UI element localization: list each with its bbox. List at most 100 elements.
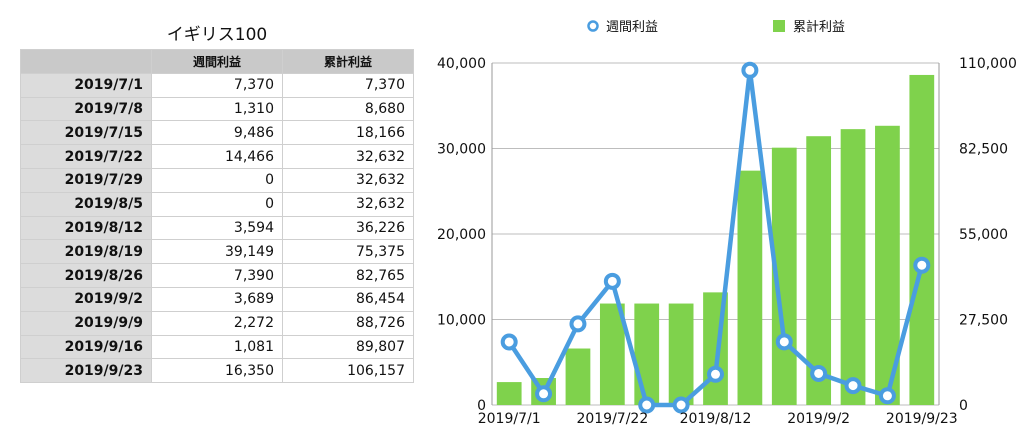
bar	[565, 348, 591, 405]
table-row: 2019/9/16 1,081 89,807	[20, 334, 414, 360]
chart-legend: 週間利益 累計利益	[587, 19, 845, 35]
y-right-tick-label: 27,500	[959, 313, 1008, 329]
row-cumulative-profit: 32,632	[282, 144, 414, 169]
row-weekly-profit: 9,486	[151, 120, 283, 146]
table-row: 2019/7/29 0 32,632	[20, 167, 414, 193]
weekly-profit-header: 週間利益	[151, 49, 283, 74]
bar	[668, 303, 694, 405]
line-point	[878, 387, 896, 405]
legend-line-marker	[587, 20, 599, 32]
table-row: 2019/9/2 3,689 86,454	[20, 286, 414, 312]
profit-table: 週間利益 累計利益 2019/7/1 7,370 7,370 2019/7/8 1,31…	[20, 49, 414, 384]
y-left-tick-label: 0	[477, 398, 486, 414]
row-cumulative-profit: 8,680	[282, 96, 414, 122]
table-row: 2019/9/9 2,272 88,726	[20, 310, 414, 336]
y-right-tick-label: 110,000	[959, 56, 1017, 72]
bar	[909, 74, 935, 405]
row-weekly-profit: 0	[151, 167, 283, 193]
table-row: 2019/7/1 7,370 7,370	[20, 72, 414, 98]
row-cumulative-profit: 32,632	[282, 191, 414, 217]
table-row: 2019/9/23 16,350 106,157	[20, 358, 414, 384]
chart-axes: 0 10,000 20,000 30,000 40,000 0 27,500 55,000 82…	[437, 56, 1017, 427]
table-row: 2019/8/5 0 32,632	[20, 191, 414, 217]
line-point	[535, 385, 553, 403]
row-date: 2019/7/1	[20, 72, 152, 98]
row-cumulative-profit: 106,157	[282, 358, 414, 384]
line-point	[810, 364, 828, 382]
row-weekly-profit: 3,594	[151, 215, 283, 241]
y-left-tick-label: 30,000	[437, 142, 486, 158]
bar	[840, 129, 866, 405]
table-row: 2019/8/26 7,390 82,765	[20, 263, 414, 288]
row-date: 2019/8/12	[20, 215, 152, 241]
row-date: 2019/8/5	[20, 191, 152, 217]
y-right-tick-label: 0	[959, 398, 968, 414]
row-date: 2019/8/26	[20, 263, 152, 288]
y-right-tick-label: 55,000	[959, 227, 1008, 243]
row-date: 2019/9/2	[20, 286, 152, 312]
table-row: 2019/8/12 3,594 36,226	[20, 215, 414, 241]
row-weekly-profit: 3,689	[151, 286, 283, 312]
row-cumulative-profit: 7,370	[282, 72, 414, 98]
table-row: 2019/7/22 14,466 32,632	[20, 144, 414, 169]
x-tick-label: 2019/9/23	[886, 411, 958, 427]
x-tick-label: 2019/8/12	[680, 411, 752, 427]
row-date: 2019/7/22	[20, 144, 152, 169]
bar	[806, 136, 832, 405]
row-date: 2019/9/23	[20, 358, 152, 384]
line-point	[775, 333, 793, 351]
legend-label-cumulative: 累計利益	[793, 19, 845, 35]
y-left-tick-label: 10,000	[437, 313, 486, 329]
row-weekly-profit: 1,310	[151, 96, 283, 122]
line-point	[913, 256, 931, 274]
row-weekly-profit: 0	[151, 191, 283, 217]
row-date: 2019/7/8	[20, 96, 152, 122]
table-corner-header	[20, 49, 152, 74]
row-weekly-profit: 16,350	[151, 358, 283, 384]
row-cumulative-profit: 86,454	[282, 286, 414, 312]
line-series	[500, 61, 931, 414]
y-left-tick-label: 40,000	[437, 56, 486, 72]
line-point	[500, 333, 518, 351]
bar-series	[496, 74, 935, 406]
y-left-tick-label: 20,000	[437, 227, 486, 243]
line-point	[844, 377, 862, 395]
table-row: 2019/8/19 39,149 75,375	[20, 239, 414, 265]
line-point	[603, 272, 621, 290]
table-row: 2019/7/15 9,486 18,166	[20, 120, 414, 146]
bar	[599, 303, 625, 405]
table-row: 2019/7/8 1,310 8,680	[20, 96, 414, 122]
row-date: 2019/8/19	[20, 239, 152, 265]
line-point	[672, 396, 690, 414]
row-cumulative-profit: 18,166	[282, 120, 414, 146]
bar	[737, 170, 763, 405]
row-cumulative-profit: 75,375	[282, 239, 414, 265]
bar	[634, 303, 660, 405]
line-point	[569, 315, 587, 333]
bar	[496, 382, 522, 405]
x-tick-label: 2019/7/1	[478, 411, 541, 427]
row-weekly-profit: 7,390	[151, 263, 283, 288]
row-cumulative-profit: 32,632	[282, 167, 414, 193]
row-date: 2019/9/9	[20, 310, 152, 336]
row-weekly-profit: 7,370	[151, 72, 283, 98]
row-date: 2019/7/29	[20, 167, 152, 193]
x-tick-label: 2019/9/2	[787, 411, 850, 427]
row-cumulative-profit: 82,765	[282, 263, 414, 288]
row-cumulative-profit: 88,726	[282, 310, 414, 336]
profit-chart: 週間利益 累計利益 0 10,000 20,000 30,000 40,000 0 27,50…	[437, 19, 1017, 427]
line-point	[638, 396, 656, 414]
row-weekly-profit: 1,081	[151, 334, 283, 360]
row-weekly-profit: 39,149	[151, 239, 283, 265]
row-cumulative-profit: 89,807	[282, 334, 414, 360]
x-tick-label: 2019/7/22	[576, 411, 648, 427]
row-weekly-profit: 2,272	[151, 310, 283, 336]
row-cumulative-profit: 36,226	[282, 215, 414, 241]
legend-label-weekly: 週間利益	[606, 20, 658, 35]
line-point	[707, 365, 724, 383]
row-date: 2019/7/15	[20, 120, 152, 146]
table-title: イギリス100	[166, 25, 268, 45]
row-weekly-profit: 14,466	[151, 144, 283, 169]
legend-bar-marker	[773, 20, 785, 32]
y-right-tick-label: 82,500	[959, 142, 1008, 158]
